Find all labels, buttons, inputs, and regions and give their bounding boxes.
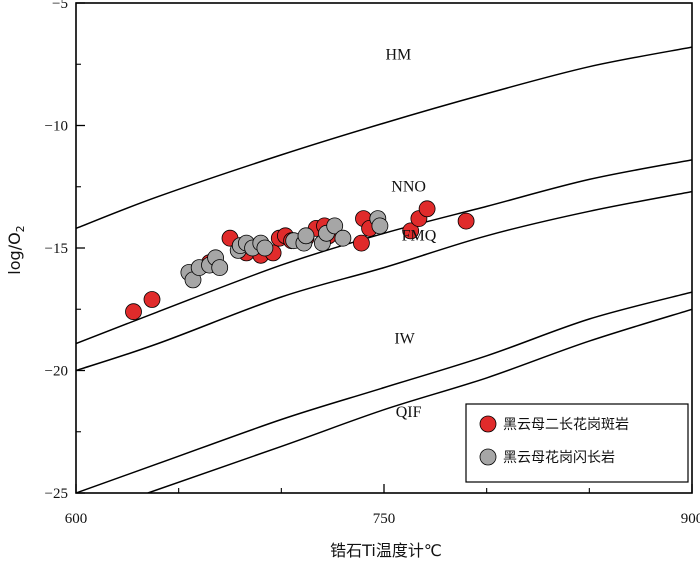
legend-marker-monzogranite-porphyry bbox=[479, 415, 497, 433]
buffer-label-qif: QIF bbox=[396, 404, 422, 421]
y-tick-label: −10 bbox=[45, 119, 68, 135]
data-point bbox=[326, 217, 344, 235]
data-point bbox=[125, 303, 142, 321]
data-point bbox=[371, 217, 389, 235]
buffer-label-nno: NNO bbox=[391, 179, 426, 196]
series-2 bbox=[180, 210, 389, 289]
y-axis-title-main: log/O bbox=[5, 232, 24, 274]
y-tick-label: −20 bbox=[45, 364, 68, 380]
data-point bbox=[457, 212, 475, 230]
buffer-curves bbox=[76, 46, 692, 493]
data-point bbox=[143, 291, 161, 308]
buffer-labels: HM NNO FMQ IW QIF bbox=[385, 46, 436, 421]
buffer-label-hm: HM bbox=[385, 46, 411, 63]
buffer-curve-qif bbox=[147, 308, 692, 493]
legend-label-granodiorite: 黑云母花岗闪长岩 bbox=[503, 450, 615, 466]
buffer-curve-hm bbox=[76, 46, 692, 230]
data-point bbox=[297, 227, 315, 245]
x-tick-label: 750 bbox=[373, 511, 396, 527]
data-point bbox=[402, 222, 420, 240]
buffer-curve-iw bbox=[76, 291, 692, 493]
y-tick-label: −5 bbox=[52, 0, 68, 12]
axis-ticks: 600 750 900 −5 −10 −15 −20 −25 bbox=[45, 0, 700, 527]
legend: 黑云母二长花岗斑岩 黑云母花岗闪长岩 bbox=[465, 403, 689, 483]
data-point bbox=[334, 229, 352, 247]
buffer-curve-nno bbox=[76, 159, 692, 345]
buffer-label-fmq: FMQ bbox=[402, 228, 437, 245]
legend-box bbox=[465, 403, 689, 483]
data-point bbox=[352, 234, 370, 252]
x-tick-label: 900 bbox=[681, 511, 700, 527]
y-tick-label: −25 bbox=[45, 486, 68, 502]
buffer-curve-fmq bbox=[76, 190, 692, 372]
y-axis-title: log/O2 bbox=[5, 225, 27, 274]
legend-label-monzogranite-porphyry: 黑云母二长花岗斑岩 bbox=[503, 417, 629, 433]
buffer-label-iw: IW bbox=[394, 331, 415, 348]
data-point bbox=[418, 200, 436, 218]
legend-marker-granodiorite bbox=[479, 448, 497, 466]
series-1 bbox=[125, 200, 475, 321]
x-tick-label: 600 bbox=[65, 511, 88, 527]
y-axis-title-subscript: 2 bbox=[14, 225, 27, 232]
x-axis-title: 锆石Ti温度计℃ bbox=[330, 541, 442, 560]
data-point bbox=[211, 259, 229, 277]
y-tick-label: −15 bbox=[45, 241, 68, 257]
data-point bbox=[256, 239, 274, 257]
data-points bbox=[125, 200, 475, 321]
